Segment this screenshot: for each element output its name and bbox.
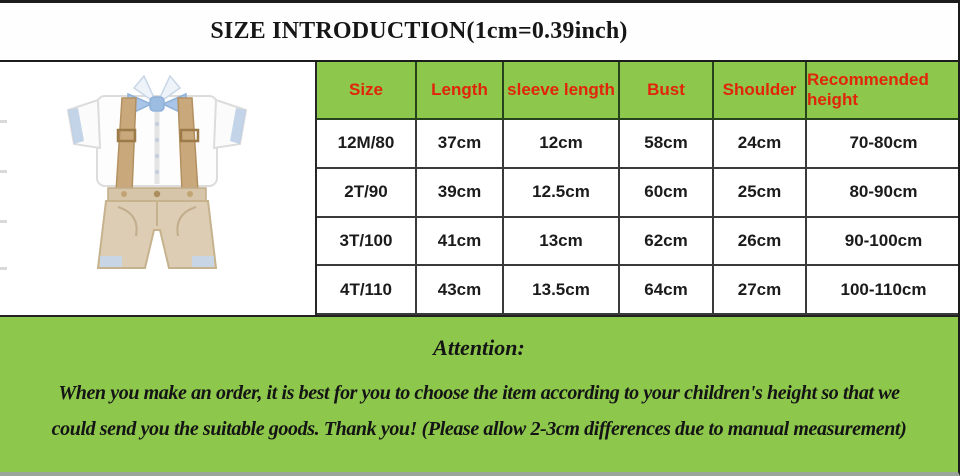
table-cell: 12.5cm (504, 168, 620, 218)
table-cell: 80-90cm (807, 168, 958, 218)
title-bar: SIZE INTRODUCTION(1cm=0.39inch) (0, 3, 958, 62)
column-header-size: Size (317, 62, 417, 120)
table-cell: 60cm (620, 168, 714, 218)
table-cell: 12M/80 (317, 120, 417, 169)
product-image (66, 74, 248, 269)
table-cell: 13.5cm (504, 266, 620, 315)
column-header-bust: Bust (620, 62, 714, 120)
shorts (96, 187, 218, 269)
column-header-length: Length (417, 62, 504, 120)
edge-artifact-mark (0, 267, 7, 270)
edge-artifact-mark (0, 120, 7, 123)
table-cell: 64cm (620, 266, 714, 315)
table-cell: 24cm (714, 120, 807, 169)
column-header-shoulder: Shoulder (714, 62, 807, 120)
table-cell: 2T/90 (317, 168, 417, 218)
attention-text-line-2: could send you the suitable goods. Thank… (51, 418, 907, 440)
table-cell: 3T/100 (317, 217, 417, 267)
table-cell: 37cm (417, 120, 504, 169)
table-cell: 58cm (620, 120, 714, 169)
table-cell: 39cm (417, 168, 504, 218)
content-row: Size Length sleeve length Bust Shoulder … (0, 62, 958, 315)
edge-artifact-mark (0, 170, 7, 173)
table-cell: 90-100cm (807, 217, 958, 267)
table-cell: 62cm (620, 217, 714, 267)
table-cell: 25cm (714, 168, 807, 218)
table-cell: 13cm (504, 217, 620, 267)
attention-band: Attention: When you make an order, it is… (0, 315, 958, 472)
table-cell: 12cm (504, 120, 620, 169)
table-cell: 43cm (417, 266, 504, 315)
shirt (66, 74, 248, 187)
table-cell: 100-110cm (807, 266, 958, 315)
column-header-sleeve-length: sleeve length (504, 62, 620, 120)
table-cell: 70-80cm (807, 120, 958, 169)
table-cell: 27cm (714, 266, 807, 315)
edge-artifact-mark (0, 220, 7, 223)
page-title: SIZE INTRODUCTION(1cm=0.39inch) (210, 18, 628, 44)
size-table: Size Length sleeve length Bust Shoulder … (315, 62, 958, 315)
column-header-recommended-height: Recommended height (807, 62, 958, 120)
table-cell: 4T/110 (317, 266, 417, 315)
attention-text-line-1: When you make an order, it is best for y… (58, 382, 900, 404)
table-cell: 26cm (714, 217, 807, 267)
table-cell: 41cm (417, 217, 504, 267)
attention-heading: Attention: (433, 335, 525, 360)
product-photo-panel (0, 62, 315, 315)
